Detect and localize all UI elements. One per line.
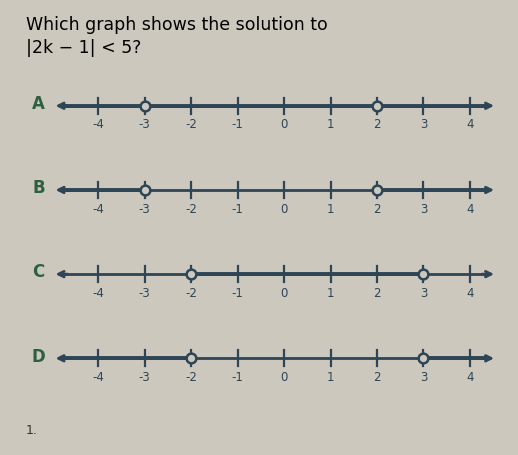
Text: -2: -2 [185,118,197,131]
Text: -2: -2 [185,202,197,216]
Text: 0: 0 [280,371,288,384]
Text: |2k − 1| < 5?: |2k − 1| < 5? [26,39,141,57]
Text: 0: 0 [280,202,288,216]
Text: -1: -1 [232,202,243,216]
Text: 4: 4 [466,202,473,216]
Text: 2: 2 [373,202,381,216]
Text: 2: 2 [373,371,381,384]
Text: A: A [32,95,45,113]
Text: 1: 1 [327,202,334,216]
Text: -4: -4 [92,371,104,384]
Text: 1.: 1. [26,424,38,437]
Text: 1: 1 [327,118,334,131]
Text: 4: 4 [466,371,473,384]
Text: -1: -1 [232,118,243,131]
Text: -3: -3 [139,371,151,384]
Text: 4: 4 [466,287,473,300]
Text: 3: 3 [420,202,427,216]
Text: 0: 0 [280,287,288,300]
Text: -1: -1 [232,371,243,384]
Text: -4: -4 [92,287,104,300]
Text: 3: 3 [420,287,427,300]
Text: 4: 4 [466,118,473,131]
Text: 3: 3 [420,371,427,384]
Text: -2: -2 [185,287,197,300]
Text: -4: -4 [92,118,104,131]
Text: 1: 1 [327,371,334,384]
Text: 0: 0 [280,118,288,131]
Text: -2: -2 [185,371,197,384]
Text: D: D [31,348,45,365]
Text: B: B [32,179,45,197]
Text: Which graph shows the solution to: Which graph shows the solution to [26,16,328,34]
Text: -4: -4 [92,202,104,216]
Text: -3: -3 [139,202,151,216]
Text: C: C [33,263,45,281]
Text: 2: 2 [373,287,381,300]
Text: 3: 3 [420,118,427,131]
Text: -3: -3 [139,118,151,131]
Text: 2: 2 [373,118,381,131]
Text: 1: 1 [327,287,334,300]
Text: -3: -3 [139,287,151,300]
Text: -1: -1 [232,287,243,300]
